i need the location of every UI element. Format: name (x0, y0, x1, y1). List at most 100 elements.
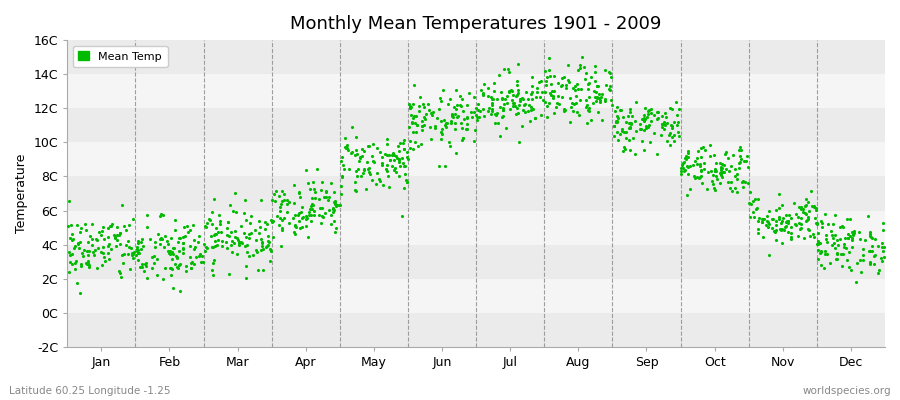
Point (739, 158, 753, 165)
Point (205, 271, 220, 278)
Point (348, 147, 363, 154)
Point (467, 109, 482, 115)
Point (440, 101, 454, 107)
Point (162, 265, 176, 272)
Point (522, 102, 536, 108)
Point (234, 223, 248, 229)
Point (243, 213, 257, 219)
Point (732, 165, 746, 172)
Point (745, 197, 760, 204)
Point (438, 122, 453, 128)
Point (183, 243, 197, 249)
Point (694, 166, 708, 173)
Point (353, 154, 367, 161)
Point (775, 226, 789, 232)
Point (602, 69, 616, 76)
Point (557, 74, 572, 80)
Point (97, 253, 112, 260)
Point (306, 202, 320, 208)
Point (733, 159, 747, 166)
Point (157, 244, 171, 251)
Point (657, 110, 671, 116)
Point (802, 208, 816, 214)
Point (165, 266, 179, 272)
Point (726, 152, 741, 158)
Point (876, 227, 890, 233)
Point (778, 212, 793, 218)
Point (497, 65, 511, 72)
Point (491, 95, 505, 102)
Point (810, 221, 824, 227)
Point (232, 238, 247, 245)
Point (403, 144, 418, 151)
Point (749, 206, 763, 213)
Point (512, 102, 526, 108)
Point (621, 112, 635, 119)
Point (814, 224, 829, 230)
Point (230, 250, 244, 257)
Point (408, 138, 422, 145)
Point (139, 263, 153, 269)
Point (655, 112, 670, 119)
Point (374, 160, 389, 166)
Point (827, 232, 842, 238)
Point (464, 114, 479, 120)
Point (708, 168, 723, 174)
Point (280, 201, 294, 208)
Point (628, 118, 643, 124)
Point (792, 204, 806, 210)
Point (447, 111, 462, 118)
Point (243, 220, 257, 226)
Point (590, 109, 605, 115)
Point (610, 129, 625, 135)
Point (641, 124, 655, 130)
Point (540, 114, 554, 120)
Point (108, 234, 122, 241)
Point (730, 171, 744, 177)
Point (313, 220, 328, 226)
Point (397, 146, 411, 152)
Point (239, 217, 254, 223)
Point (356, 166, 371, 172)
Point (259, 221, 274, 227)
Point (237, 210, 251, 216)
Point (75, 250, 89, 256)
Point (709, 168, 724, 174)
Point (104, 246, 118, 252)
Point (716, 169, 731, 175)
Point (447, 104, 462, 110)
Point (515, 95, 529, 102)
Point (399, 177, 413, 184)
Point (354, 172, 368, 179)
Point (579, 70, 593, 76)
Point (68, 243, 82, 250)
Point (526, 106, 541, 112)
Point (380, 136, 394, 142)
Point (231, 242, 246, 248)
Point (871, 270, 886, 276)
Point (395, 154, 410, 161)
Point (293, 224, 308, 231)
Point (448, 106, 463, 112)
Point (494, 96, 508, 102)
Point (495, 95, 509, 102)
Point (772, 205, 787, 211)
Point (304, 218, 319, 224)
Point (525, 89, 539, 96)
Point (742, 213, 757, 220)
Point (761, 221, 776, 227)
Point (714, 164, 728, 170)
Point (502, 89, 517, 96)
Point (510, 86, 525, 93)
Point (530, 85, 544, 92)
Text: Latitude 60.25 Longitude -1.25: Latitude 60.25 Longitude -1.25 (9, 386, 170, 396)
Point (615, 107, 629, 113)
Point (762, 252, 777, 258)
Point (856, 246, 870, 252)
Point (794, 206, 808, 212)
Point (176, 234, 190, 240)
Point (493, 104, 508, 111)
Point (299, 222, 313, 229)
Point (800, 216, 814, 223)
Point (147, 260, 161, 266)
